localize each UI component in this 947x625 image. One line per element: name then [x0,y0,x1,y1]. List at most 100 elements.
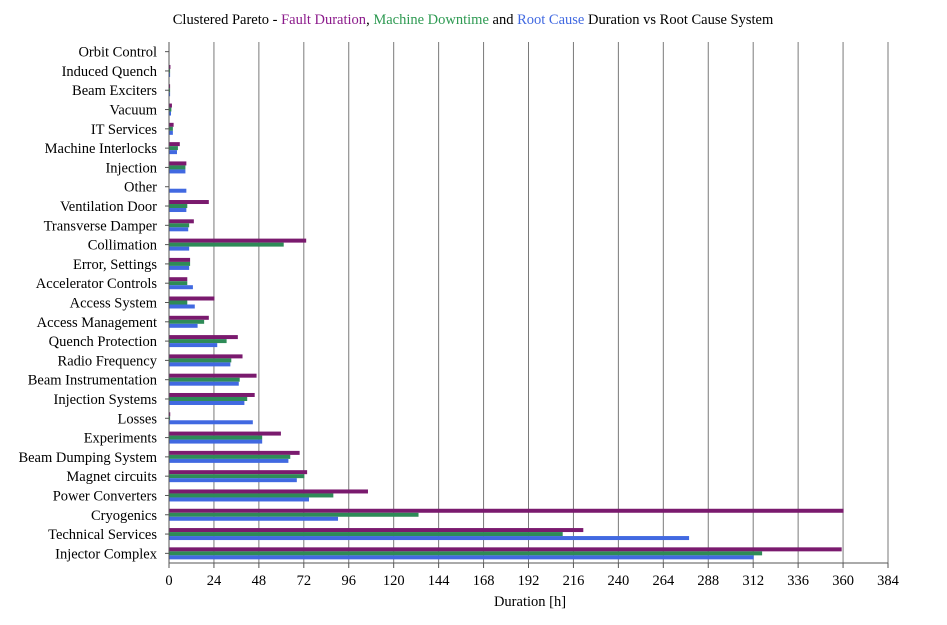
bar [169,439,263,444]
category-label: Transverse Damper [44,218,158,234]
bar [169,377,240,382]
bar [169,400,245,405]
title-part: Fault Duration [281,12,367,28]
category-label: Beam Exciters [72,83,157,99]
bar [169,219,194,224]
labels-layer: 0 24 48 72 96 120 144 168 192 216 240 264 288 312 336 3… [18,45,899,589]
bar [169,528,584,533]
bar [169,416,171,421]
bar [169,450,300,455]
category-label: Access System [70,296,158,312]
x-tick-label: 192 [518,573,540,589]
bar [169,257,191,262]
category-label: Accelerator Controls [36,276,158,292]
bar [169,92,171,97]
bar [169,454,291,459]
category-label: Quench Protection [49,334,158,350]
bar [169,470,308,475]
title-part: , [366,12,373,28]
bar [169,392,255,397]
bar [169,107,172,112]
bar [169,512,419,517]
bar [169,300,188,305]
bar [169,381,239,386]
bar [169,72,171,77]
category-label: Losses [118,411,158,427]
title-part: and [489,12,517,28]
category-label: Injector Complex [55,546,158,562]
category-label: Injection [105,160,157,176]
category-label: Experiments [84,431,158,447]
bar [169,508,844,513]
bar [169,435,263,440]
bar [169,126,173,131]
bar [169,478,297,483]
bar [169,261,191,266]
x-axis-label: Duration [h] [494,594,566,610]
category-label: Collimation [88,238,158,254]
bar [169,188,187,193]
category-label: Induced Quench [62,64,158,80]
bar [169,200,209,205]
bar [169,335,238,340]
category-label: Technical Services [48,527,157,543]
bar [169,150,177,155]
bar [169,285,193,290]
bar [169,373,257,378]
bars-layer [169,64,844,560]
category-label: IT Services [91,122,158,138]
bar [169,227,189,232]
category-label: Error, Settings [73,257,157,273]
category-label: Beam Instrumentation [28,373,158,389]
bar [169,265,190,270]
chart-title: Clustered Pareto - Fault Duration, Machi… [173,12,774,28]
bar [169,242,284,247]
x-tick-label: 72 [297,573,312,589]
bar [169,246,190,251]
bar [169,122,174,127]
bar [169,458,289,463]
bar [169,547,842,552]
bar [169,165,186,170]
bar [169,493,334,498]
title-part: Duration vs Root Cause System [584,12,774,28]
bar [169,130,173,135]
x-tick-label: 312 [742,573,764,589]
category-label: Vacuum [109,103,157,119]
category-label: Other [124,180,157,196]
bar [169,88,171,93]
category-label: Ventilation Door [60,199,157,215]
category-label: Magnet circuits [66,469,157,485]
bar [169,339,227,344]
bar [169,323,198,328]
bar [169,497,309,502]
bar [169,536,690,541]
bar [169,64,171,69]
bar [169,362,231,367]
bar [169,111,171,116]
bar [169,161,187,166]
x-tick-label: 360 [832,573,854,589]
bar [169,343,218,348]
x-tick-label: 48 [252,573,267,589]
bar [169,208,187,213]
title-part: Root Cause [517,12,584,28]
title-part: Machine Downtime [373,12,489,28]
x-tick-label: 336 [787,573,809,589]
x-tick-label: 288 [697,573,719,589]
category-label: Access Management [37,315,157,331]
x-tick-label: 384 [877,573,900,589]
category-label: Orbit Control [78,45,157,61]
bar [169,412,171,417]
bar [169,142,180,147]
bar [169,146,178,151]
category-label: Cryogenics [91,508,157,524]
bar [169,84,171,89]
bar [169,396,248,401]
bar [169,532,563,537]
bar [169,204,188,209]
bar [169,169,186,174]
category-label: Injection Systems [53,392,157,408]
bar [169,319,205,324]
